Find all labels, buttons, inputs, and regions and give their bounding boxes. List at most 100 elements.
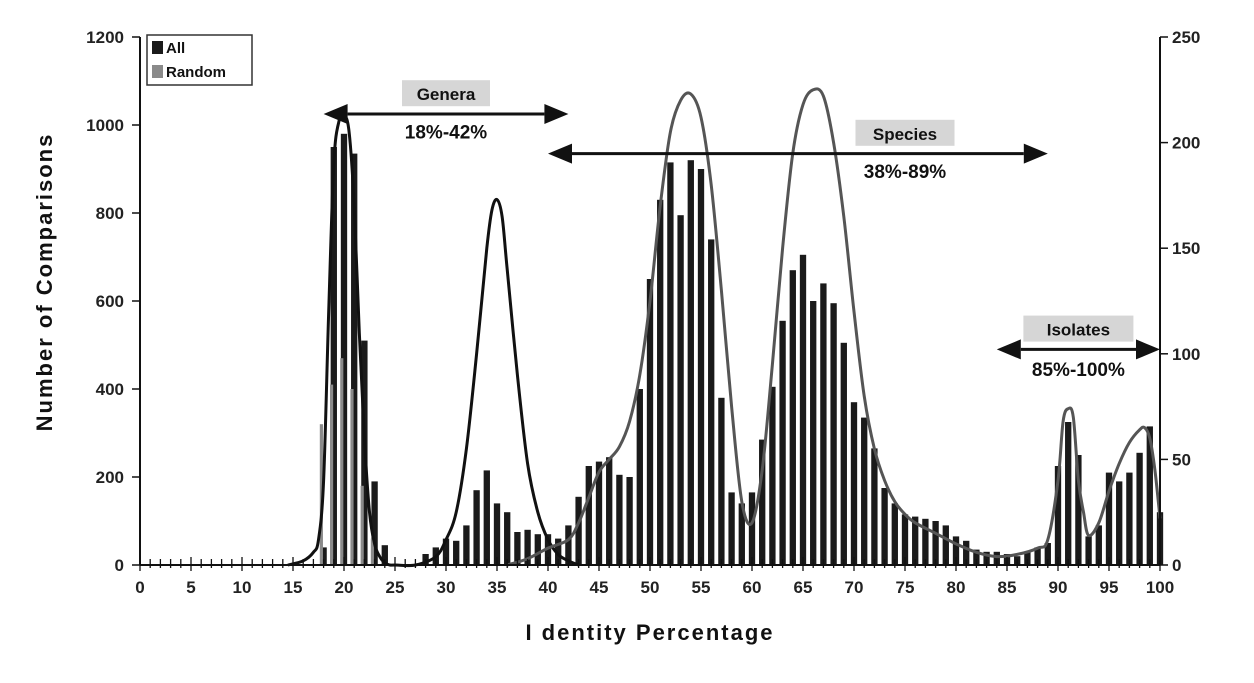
y-axis-title: Number of Comparisons xyxy=(32,133,57,432)
bar-all xyxy=(759,439,766,565)
bar-all xyxy=(585,466,592,565)
x-tick-label: 65 xyxy=(794,578,813,597)
x-tick-label: 100 xyxy=(1146,578,1174,597)
x-tick-label: 90 xyxy=(1049,578,1068,597)
x-tick-label: 30 xyxy=(437,578,456,597)
bar-all xyxy=(463,525,470,565)
x-tick-label: 20 xyxy=(335,578,354,597)
x-tick-label: 25 xyxy=(386,578,405,597)
bar-all xyxy=(1054,466,1062,565)
bar-all xyxy=(453,540,460,565)
y-tick-label: 800 xyxy=(96,204,124,223)
bar-all xyxy=(983,551,990,565)
bar-all xyxy=(942,525,949,565)
bar-all xyxy=(606,457,613,565)
bar-all xyxy=(861,417,868,565)
bar-all xyxy=(830,303,837,565)
x-tick-label: 75 xyxy=(896,578,915,597)
bar-all xyxy=(534,534,541,565)
y-tick-label: 0 xyxy=(115,556,124,575)
bar-all xyxy=(646,279,654,565)
range-arrow-head-right xyxy=(1136,339,1160,360)
range-label-box xyxy=(855,119,955,146)
x-tick-label: 80 xyxy=(947,578,966,597)
x-tick-label: 95 xyxy=(1100,578,1119,597)
legend-label-all: All xyxy=(166,40,185,57)
range-value: 85%-100% xyxy=(1032,360,1125,381)
bar-all xyxy=(514,532,521,565)
bars-all-series xyxy=(320,133,1164,566)
bar-all xyxy=(340,133,348,566)
x-tick-label: 60 xyxy=(743,578,762,597)
y2-tick-label: 50 xyxy=(1172,450,1191,469)
bar-all xyxy=(1136,452,1143,565)
bar-all xyxy=(504,512,511,565)
bar-all xyxy=(565,525,572,565)
range-annotations: Genera 18%-42% Species 38%-89% Isolates 85%-1… xyxy=(323,80,1160,381)
y2-tick-label: 200 xyxy=(1172,134,1200,153)
bar-random xyxy=(370,538,374,565)
range-value: 18%-42% xyxy=(405,123,487,144)
bar-all xyxy=(820,283,827,565)
bar-all xyxy=(963,540,970,565)
range-arrow-head-left xyxy=(996,339,1021,360)
bar-all xyxy=(371,481,378,565)
x-tick-label: 15 xyxy=(284,578,303,597)
x-tick-label: 35 xyxy=(488,578,507,597)
bar-all xyxy=(524,529,531,565)
bar-all xyxy=(810,301,817,565)
bar-all xyxy=(799,254,807,566)
bar-all xyxy=(993,551,1000,565)
bar-all xyxy=(351,153,358,565)
distribution-curve xyxy=(506,87,1162,567)
bar-all xyxy=(442,538,450,565)
bar-random xyxy=(330,384,334,565)
y-tick-label: 1000 xyxy=(86,116,124,135)
bar-all xyxy=(718,397,725,565)
legend-swatch-random xyxy=(152,65,163,78)
bar-all xyxy=(616,474,623,565)
bar-all xyxy=(1065,422,1072,565)
bar-all xyxy=(891,503,898,565)
legend-box xyxy=(146,34,253,86)
range-arrow-head-right xyxy=(1023,143,1048,164)
legend: All Random xyxy=(146,34,253,86)
bar-all xyxy=(1034,547,1041,565)
y-tick-label: 200 xyxy=(96,468,124,487)
bar-all xyxy=(473,490,480,565)
x-tick-label: 45 xyxy=(590,578,609,597)
bar-all xyxy=(779,320,786,565)
y-tick-label: 600 xyxy=(96,292,124,311)
bar-all xyxy=(1075,455,1082,565)
bar-all xyxy=(1116,481,1123,565)
bar-all xyxy=(667,162,674,565)
bar-all xyxy=(697,169,705,565)
bar-all xyxy=(1044,543,1051,565)
x-tick-label: 5 xyxy=(186,578,195,597)
x-tick-label: 85 xyxy=(998,578,1017,597)
bar-all xyxy=(1126,472,1133,565)
x-tick-label: 40 xyxy=(539,578,558,597)
bar-all xyxy=(1146,426,1153,565)
bar-all xyxy=(973,549,980,565)
bar-all xyxy=(1085,536,1092,565)
bar-all xyxy=(575,496,582,565)
bar-random xyxy=(360,485,364,565)
y2-tick-label: 100 xyxy=(1172,345,1200,364)
x-tick-label: 55 xyxy=(692,578,711,597)
bar-all xyxy=(1095,525,1102,565)
x-tick-label: 0 xyxy=(135,578,144,597)
bar-all xyxy=(840,342,847,565)
bar-all xyxy=(708,239,715,565)
range-value: 38%-89% xyxy=(864,162,946,183)
bar-all xyxy=(922,518,929,565)
bar-random xyxy=(350,389,354,565)
x-tick-label: 70 xyxy=(845,578,864,597)
bar-all xyxy=(912,516,919,565)
axes: 0 5 10 15 20 25 30 35 40 45 50 55 60 65 70 75 80 85 90 95 10… xyxy=(86,28,1200,597)
bar-all xyxy=(881,488,888,565)
bar-all xyxy=(687,160,694,565)
bar-all xyxy=(728,492,735,565)
bar-all xyxy=(901,514,909,565)
